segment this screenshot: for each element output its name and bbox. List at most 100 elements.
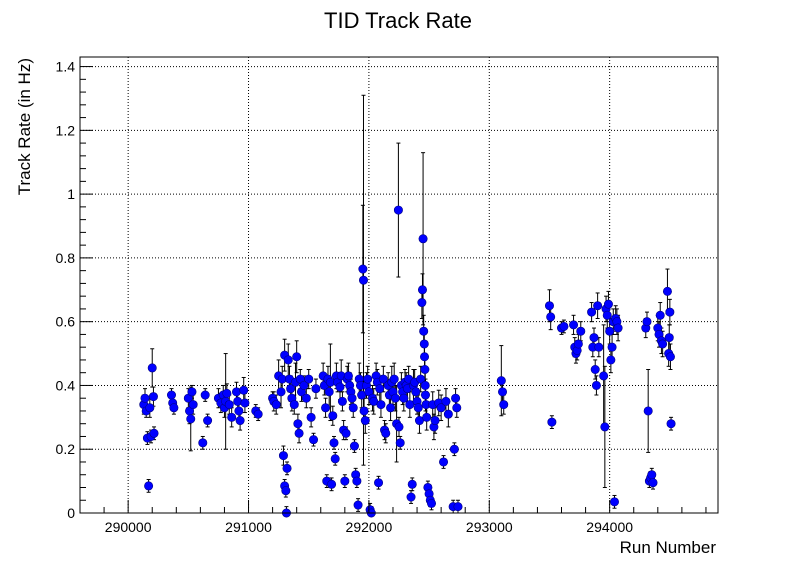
data-point bbox=[407, 479, 417, 489]
data-point bbox=[590, 365, 600, 375]
data-point bbox=[340, 476, 350, 486]
data-point bbox=[609, 497, 619, 507]
data-point bbox=[304, 374, 314, 384]
data-point bbox=[547, 417, 557, 427]
data-point bbox=[352, 476, 362, 486]
data-point bbox=[381, 428, 391, 438]
data-point bbox=[311, 384, 321, 394]
data-point bbox=[569, 320, 579, 330]
data-point bbox=[278, 451, 288, 461]
x-axis-label: Run Number bbox=[620, 538, 717, 557]
data-point bbox=[358, 275, 368, 285]
x-tick-label: 294000 bbox=[586, 519, 633, 535]
data-point bbox=[188, 400, 198, 410]
y-tick-label: 1 bbox=[67, 186, 75, 202]
data-point bbox=[234, 406, 244, 416]
x-tick-label: 290000 bbox=[105, 519, 152, 535]
data-point bbox=[286, 384, 296, 394]
data-point bbox=[417, 285, 427, 295]
data-point bbox=[436, 403, 446, 413]
data-point bbox=[546, 312, 556, 322]
y-tick-label: 0.2 bbox=[56, 441, 76, 457]
data-point bbox=[664, 333, 674, 343]
data-point bbox=[239, 385, 249, 395]
data-point bbox=[324, 387, 334, 397]
data-point bbox=[666, 419, 676, 429]
data-point bbox=[658, 339, 668, 349]
data-point bbox=[140, 393, 150, 403]
data-point bbox=[452, 403, 462, 413]
data-point bbox=[389, 374, 399, 384]
data-point bbox=[613, 323, 623, 333]
data-point bbox=[411, 387, 421, 397]
data-point bbox=[169, 403, 179, 413]
data-point bbox=[329, 438, 339, 448]
data-point bbox=[363, 374, 373, 384]
data-point bbox=[394, 422, 404, 432]
data-point bbox=[443, 409, 453, 419]
data-point bbox=[292, 352, 302, 362]
data-point bbox=[358, 264, 368, 274]
data-point bbox=[343, 371, 353, 381]
data-point bbox=[335, 382, 345, 392]
data-point bbox=[360, 416, 370, 426]
data-point bbox=[665, 307, 675, 317]
data-point bbox=[347, 393, 357, 403]
data-point bbox=[589, 333, 599, 343]
data-point bbox=[591, 380, 601, 390]
data-point bbox=[496, 376, 506, 386]
data-point bbox=[374, 478, 384, 488]
y-tick-label: 0.6 bbox=[56, 314, 76, 330]
data-point bbox=[376, 400, 386, 410]
data-point bbox=[655, 310, 665, 320]
data-point bbox=[420, 365, 430, 375]
y-tick-label: 1.4 bbox=[56, 59, 76, 75]
data-point bbox=[289, 400, 299, 410]
data-point bbox=[449, 444, 459, 454]
data-point bbox=[200, 390, 210, 400]
data-point bbox=[144, 481, 154, 491]
data-point bbox=[224, 400, 234, 410]
data-point bbox=[235, 416, 245, 426]
data-point bbox=[419, 339, 429, 349]
data-point bbox=[222, 388, 232, 398]
data-point bbox=[328, 411, 338, 421]
data-point bbox=[413, 403, 423, 413]
x-tick-label: 291000 bbox=[225, 519, 272, 535]
data-point bbox=[227, 412, 237, 422]
data-point bbox=[145, 403, 155, 413]
data-point bbox=[283, 355, 293, 365]
data-point bbox=[271, 400, 281, 410]
data-point bbox=[395, 438, 405, 448]
data-point bbox=[607, 342, 617, 352]
data-point bbox=[321, 403, 331, 413]
data-point bbox=[149, 428, 159, 438]
data-point bbox=[451, 393, 461, 403]
data-point bbox=[309, 435, 319, 445]
data-point bbox=[148, 392, 158, 402]
data-point bbox=[281, 486, 291, 496]
data-point bbox=[306, 412, 316, 422]
data-point bbox=[147, 363, 157, 373]
plot-frame bbox=[79, 56, 719, 514]
data-point bbox=[386, 403, 396, 413]
data-point bbox=[359, 406, 369, 416]
data-point bbox=[576, 326, 586, 336]
data-point bbox=[605, 326, 615, 336]
data-point bbox=[453, 502, 463, 512]
data-point bbox=[327, 479, 337, 489]
data-point bbox=[282, 463, 292, 473]
data-point bbox=[337, 396, 347, 406]
data-point bbox=[294, 428, 304, 438]
data-point bbox=[573, 339, 583, 349]
data-point bbox=[665, 352, 675, 362]
data-point bbox=[353, 500, 363, 510]
axis-ticks: 290000 291000 292000 293000 294000 0 0.2 0.4 0.6… bbox=[56, 59, 707, 535]
data-point bbox=[187, 387, 197, 397]
data-point bbox=[276, 387, 286, 397]
data-point bbox=[166, 390, 176, 400]
data-point bbox=[203, 416, 213, 426]
data-point bbox=[422, 412, 432, 422]
data-point bbox=[593, 301, 603, 311]
